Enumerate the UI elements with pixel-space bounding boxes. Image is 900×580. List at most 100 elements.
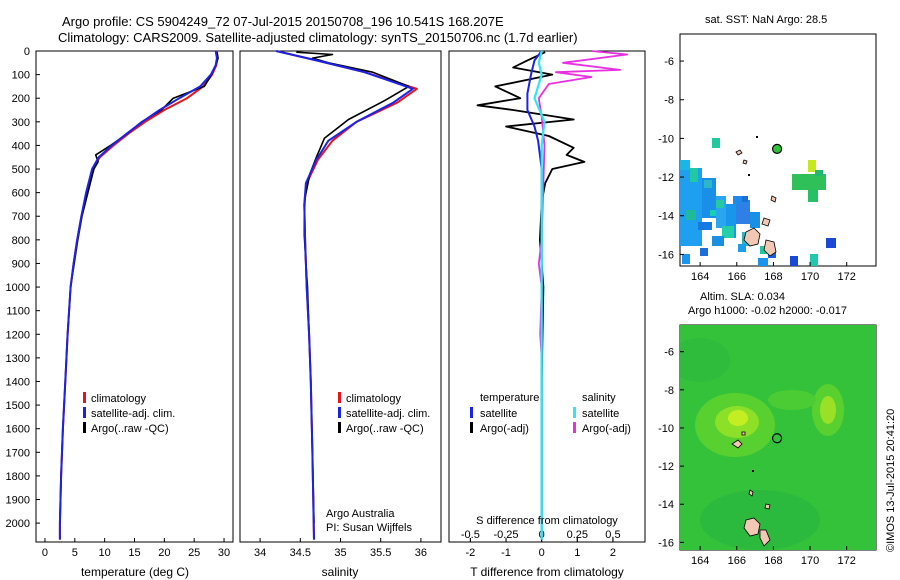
lon-tick-label: 172 — [838, 271, 856, 283]
depth-axis: 0 100 200 300 400 500 600 700 800 900 1000 1100 1200… — [6, 46, 40, 530]
depth-tick-label: 1400 — [6, 376, 30, 388]
lat-tick-label: -10 — [658, 133, 674, 145]
legend-swatch-satellite — [338, 407, 341, 418]
sla-map-title-2: Argo h1000: -0.02 h2000: -0.017 — [688, 305, 848, 317]
plot-title-line1: Argo profile: CS 5904249_72 07-Jul-2015 … — [62, 14, 504, 29]
lon-tick-label: 168 — [764, 271, 782, 283]
x-tick-label: 30 — [218, 547, 230, 559]
lat-tick-label: -6 — [664, 56, 674, 68]
legend-label-argo: Argo(..raw -QC) — [346, 423, 424, 435]
x-tick-label: 35.5 — [370, 547, 391, 559]
lat-tick-label: -10 — [658, 423, 674, 435]
credit-pi: PI: Susan Wijffels — [326, 522, 412, 534]
legend-swatch-satellite — [83, 407, 86, 418]
s-diff-tick-label: -0.25 — [493, 529, 518, 541]
sst-land — [735, 136, 777, 257]
depth-tick-label: 1000 — [6, 282, 30, 294]
lon-tick-label: 168 — [764, 555, 782, 567]
depth-tick-label: 800 — [12, 235, 30, 247]
legend-temperature-title: temperature — [480, 392, 539, 404]
x-tick-label: 25 — [188, 547, 200, 559]
t-diff-satellite-line — [526, 50, 543, 540]
legend-salinity-title: salinity — [582, 392, 616, 404]
depth-tick-label: 200 — [12, 93, 30, 105]
sst-map-axes: 164 166 168 170 172 -6 -8 -10 -12 -14 -16 — [658, 56, 856, 283]
difference-legend: temperature satellite Argo(-adj) salinit… — [470, 392, 631, 435]
depth-tick-label: 500 — [12, 164, 30, 176]
x-tick-label: 2 — [610, 547, 616, 559]
lat-tick-label: -16 — [658, 249, 674, 261]
lon-tick-label: 166 — [728, 271, 746, 283]
credit-argo-australia: Argo Australia — [326, 508, 395, 520]
legend-label-satellite: satellite-adj. clim. — [346, 408, 430, 420]
lat-tick-label: -12 — [658, 172, 674, 184]
legend-swatch-s-argo — [573, 422, 576, 433]
salinity-xlabel: salinity — [322, 565, 359, 579]
s-diff-tick-label: -0.5 — [461, 529, 480, 541]
sst-map: 164 166 168 170 172 -6 -8 -10 -12 -14 -16 — [658, 33, 877, 283]
lon-tick-label: 164 — [691, 555, 709, 567]
depth-tick-label: 600 — [12, 188, 30, 200]
x-tick-label: 20 — [158, 547, 170, 559]
temperature-legend: climatology satellite-adj. clim. Argo(..… — [83, 392, 175, 435]
sla-field — [680, 325, 876, 550]
lat-tick-label: -6 — [664, 347, 674, 359]
legend-label-satellite: satellite-adj. clim. — [91, 408, 175, 420]
lon-tick-label: 170 — [801, 271, 819, 283]
temperature-xlabel: temperature (deg C) — [81, 565, 189, 579]
s-diff-tick-label: 0.25 — [567, 529, 588, 541]
x-tick-label: 5 — [72, 547, 78, 559]
lon-tick-label: 164 — [691, 271, 709, 283]
salinity-x-axis: 34 34.5 35 35.5 36 — [254, 538, 427, 559]
salinity-legend: climatology satellite-adj. clim. Argo(..… — [338, 392, 430, 435]
depth-tick-label: 1900 — [6, 495, 30, 507]
plot-title-line2: Climatology: CARS2009. Satellite-adjuste… — [58, 30, 578, 45]
difference-series — [476, 50, 629, 540]
x-tick-label: 1 — [574, 547, 580, 559]
s-difference-xlabel: S difference from climatology — [476, 515, 618, 527]
x-tick-label: 0 — [539, 547, 545, 559]
lat-tick-label: -16 — [658, 537, 674, 549]
x-tick-label: 35 — [334, 547, 346, 559]
sla-map-axes: 164 166 168 170 172 -6 -8 -10 -12 -14 -16 — [658, 347, 856, 567]
lat-tick-label: -8 — [664, 385, 674, 397]
sla-land — [731, 431, 771, 547]
sst-map-title: sat. SST: NaN Argo: 28.5 — [705, 14, 828, 26]
satellite-line — [275, 50, 414, 540]
legend-label-s-argo: Argo(-adj) — [582, 423, 631, 435]
legend-label-s-satellite: satellite — [582, 408, 619, 420]
legend-swatch-s-satellite — [573, 407, 576, 418]
argo-profile-location-marker — [771, 143, 783, 154]
depth-tick-label: 1500 — [6, 400, 30, 412]
depth-tick-label: 300 — [12, 117, 30, 129]
depth-tick-label: 0 — [24, 46, 30, 58]
x-tick-label: 0 — [42, 547, 48, 559]
lat-tick-label: -14 — [658, 211, 674, 223]
sla-map-title-1: Altim. SLA: 0.034 — [700, 291, 785, 303]
sst-pixels — [680, 138, 836, 266]
x-tick-label: -2 — [465, 547, 475, 559]
legend-swatch-climatology — [338, 392, 341, 403]
legend-swatch-t-argo — [470, 422, 473, 433]
t-diff-argo-line — [476, 51, 586, 524]
x-tick-label: 34.5 — [290, 547, 311, 559]
depth-tick-label: 900 — [12, 258, 30, 270]
salinity-series — [275, 50, 418, 540]
satellite-line — [58, 50, 218, 540]
depth-tick-label: 1800 — [6, 471, 30, 483]
legend-label-t-satellite: satellite — [480, 408, 517, 420]
salinity-axes-frame — [239, 50, 442, 543]
difference-axes-frame — [448, 50, 646, 543]
legend-label-climatology: climatology — [346, 393, 402, 405]
legend-swatch-argo — [338, 422, 341, 433]
lon-tick-label: 166 — [728, 555, 746, 567]
sla-map: 164 166 168 170 172 -6 -8 -10 -12 -14 -16 — [658, 324, 877, 567]
x-tick-label: 36 — [415, 547, 427, 559]
depth-tick-label: 100 — [12, 70, 30, 82]
difference-panel: -2 -1 0 1 2-0.5 -0.25 0 0.25 0.5 S difference fr… — [448, 50, 646, 579]
x-tick-label: 15 — [128, 547, 140, 559]
legend-swatch-climatology — [83, 392, 86, 403]
lat-tick-label: -8 — [664, 95, 674, 107]
temperature-panel: 0 5 10 15 20 25 30 0 100 200 300 400 500 600 700 800 90… — [6, 46, 234, 579]
